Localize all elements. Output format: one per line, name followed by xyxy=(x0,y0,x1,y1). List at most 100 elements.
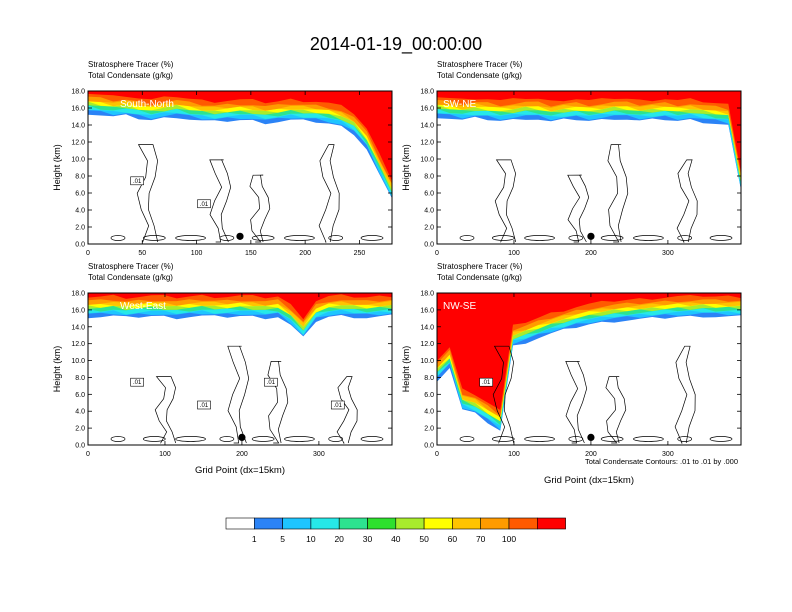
y-tick-label: 2.0 xyxy=(424,426,434,433)
contour-line xyxy=(267,361,289,444)
panel-header-line: Total Condensate (g/kg) xyxy=(88,273,173,282)
page-title: 2014-01-19_00:00:00 xyxy=(310,34,482,55)
y-tick-label: 12.0 xyxy=(71,341,85,348)
tracer-band-10 xyxy=(88,293,392,320)
contour-line xyxy=(605,376,627,444)
colorbar-label: 40 xyxy=(391,534,401,544)
tracer-band-10 xyxy=(88,91,392,182)
y-tick-label: 18.0 xyxy=(71,291,85,298)
contour-blob xyxy=(600,436,624,442)
panel-header-line: Total Condensate (g/kg) xyxy=(437,273,522,282)
contour-blob xyxy=(142,436,166,442)
contour-blob xyxy=(284,436,315,442)
colorbar-swatch xyxy=(310,517,340,530)
y-tick-label: 0.0 xyxy=(424,443,434,450)
x-tick-label: 100 xyxy=(191,250,203,257)
contour-footnote: Total Condensate Contours: .01 to .01 by… xyxy=(585,457,738,466)
colorbar-swatch xyxy=(338,517,368,530)
colorbar-swatch xyxy=(480,517,510,530)
condensate-contours xyxy=(459,144,733,243)
y-tick-label: 6.0 xyxy=(75,392,85,399)
y-tick-label: 2.0 xyxy=(75,225,85,232)
x-tick-label: 200 xyxy=(585,451,597,458)
x-tick-label: 300 xyxy=(662,250,674,257)
panel-title: SW-NE xyxy=(443,99,476,110)
y-tick-label: 18.0 xyxy=(420,291,434,298)
x-tick-label: 100 xyxy=(508,250,520,257)
contour-line xyxy=(154,376,177,444)
y-tick-label: 0.0 xyxy=(75,242,85,249)
y-tick-label: 18.0 xyxy=(71,89,85,96)
y-tick-label: 10.0 xyxy=(71,157,85,164)
condensate-contours xyxy=(110,345,384,444)
y-axis-label: Height (km) xyxy=(401,346,411,393)
contour-blob xyxy=(568,235,584,241)
colorbar-label: 1 xyxy=(252,534,257,544)
contour-blob xyxy=(328,436,344,442)
panel-header-line: Stratosphere Tracer (%) xyxy=(88,262,174,271)
contour-blob xyxy=(709,235,733,241)
contour-line xyxy=(136,144,159,243)
contour-line xyxy=(209,159,232,243)
contour-label-box xyxy=(130,377,144,387)
colorbar-label: 60 xyxy=(448,534,458,544)
y-tick-label: 14.0 xyxy=(71,123,85,130)
colorbar-swatch xyxy=(225,517,255,530)
contour-label: .01 xyxy=(200,403,209,409)
panel-2: Stratosphere Tracer (%) Total Condensate … xyxy=(401,60,742,257)
contour-line xyxy=(565,361,588,444)
colorbar-swatch xyxy=(423,517,453,530)
contour-blob xyxy=(251,235,275,241)
contour-blob xyxy=(110,235,126,241)
x-tick-label: 250 xyxy=(354,250,366,257)
contour-label: .01 xyxy=(133,380,142,386)
x-tick-label: 0 xyxy=(86,451,90,458)
contour-blob xyxy=(633,436,664,442)
x-tick-label: 100 xyxy=(159,451,171,458)
y-tick-label: 12.0 xyxy=(71,140,85,147)
x-axis-label: Grid Point (dx=15km) xyxy=(544,475,634,486)
contour-label-box xyxy=(264,377,278,387)
y-tick-label: 2.0 xyxy=(424,225,434,232)
contour-blob xyxy=(175,235,206,241)
contour-line xyxy=(494,159,517,243)
contour-blob xyxy=(142,235,166,241)
panel-header-line: Stratosphere Tracer (%) xyxy=(437,262,523,271)
contour-blob xyxy=(284,235,315,241)
colorbar-swatch xyxy=(452,517,481,530)
panel-3: Stratosphere Tracer (%) Total Condensate … xyxy=(52,262,393,476)
y-tick-label: 16.0 xyxy=(71,106,85,113)
tracer-band-10 xyxy=(437,91,741,173)
panel-1: Stratosphere Tracer (%) Total Condensate … xyxy=(52,60,393,257)
tracer-field xyxy=(88,91,392,199)
contour-blob xyxy=(251,436,275,442)
y-tick-label: 0.0 xyxy=(75,443,85,450)
colorbar-label: 10 xyxy=(306,534,316,544)
y-tick-label: 8.0 xyxy=(424,375,434,382)
x-tick-label: 200 xyxy=(236,451,248,458)
contour-line xyxy=(227,345,250,444)
colorbar-label: 70 xyxy=(476,534,486,544)
contour-blob xyxy=(709,436,733,442)
x-axis-label: Grid Point (dx=15km) xyxy=(195,465,285,476)
x-tick-label: 200 xyxy=(299,250,311,257)
contour-blob xyxy=(459,436,475,442)
panel-title: NW-SE xyxy=(443,301,476,312)
contour-blob xyxy=(568,436,584,442)
contour-label: .01 xyxy=(482,380,491,386)
panel-title: South-North xyxy=(120,99,174,110)
contour-line xyxy=(249,174,271,243)
y-tick-label: 6.0 xyxy=(75,191,85,198)
contour-line xyxy=(674,345,696,444)
contour-label-box xyxy=(479,377,493,387)
y-tick-label: 4.0 xyxy=(424,409,434,416)
plot-frame xyxy=(87,90,393,245)
contour-blob xyxy=(219,235,235,241)
contour-blob xyxy=(360,436,384,442)
plot-frame xyxy=(436,292,742,446)
y-tick-label: 10.0 xyxy=(420,157,434,164)
contour-blob xyxy=(524,235,555,241)
contour-line xyxy=(567,174,590,243)
location-marker xyxy=(587,433,595,441)
panel-header-line: Total Condensate (g/kg) xyxy=(88,71,173,80)
